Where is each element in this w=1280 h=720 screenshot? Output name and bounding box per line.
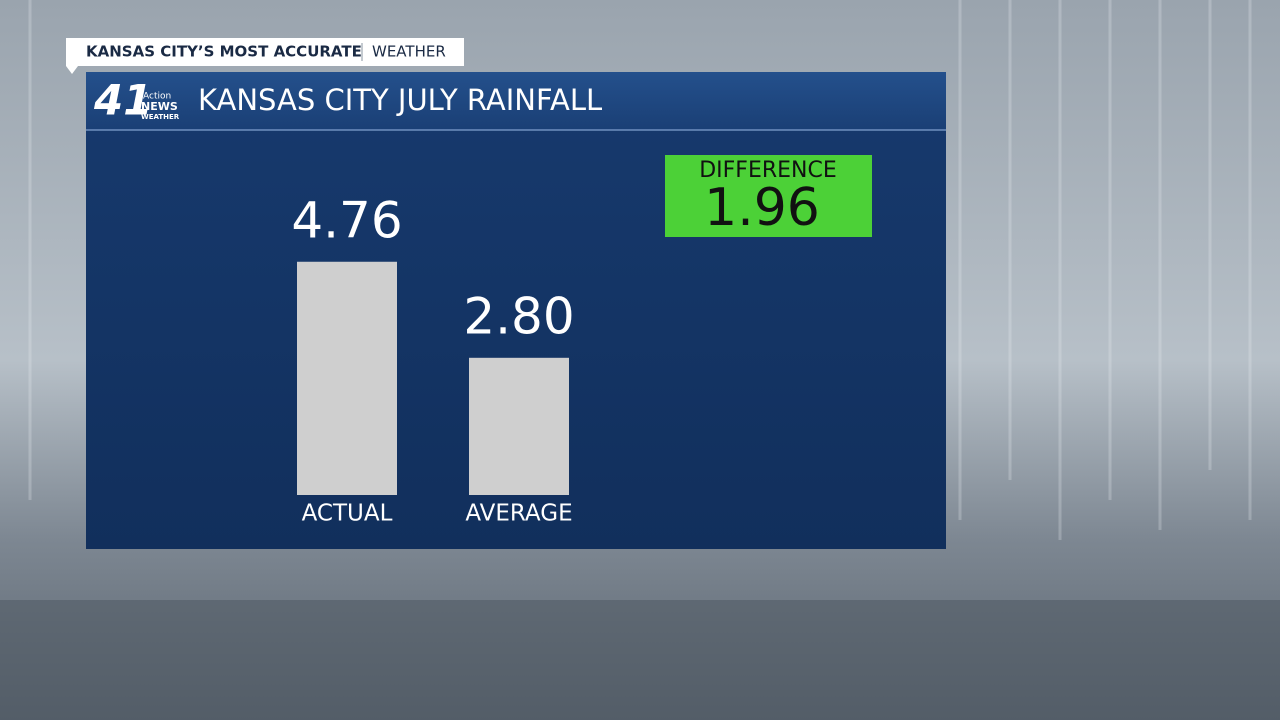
- logo-brand-bottom: NEWS: [141, 100, 178, 113]
- header-section: WEATHER: [372, 43, 446, 61]
- header-tagline: KANSAS CITY’S MOST ACCURATE: [86, 43, 362, 61]
- logo-number: 41: [93, 76, 152, 125]
- value-label: 2.80: [463, 287, 574, 345]
- header-tab: [66, 38, 464, 66]
- ground: [0, 600, 1280, 720]
- panel-header: [86, 72, 946, 130]
- x-tick-label: AVERAGE: [465, 501, 572, 527]
- difference-label: DIFFERENCE: [699, 158, 837, 183]
- difference-value: 1.96: [704, 178, 820, 238]
- bar: [469, 357, 569, 495]
- chart-title: KANSAS CITY JULY RAINFALL: [198, 83, 602, 117]
- difference-box: [665, 155, 872, 237]
- rain-streaks: [28, 0, 1252, 540]
- value-label: 4.76: [291, 191, 402, 249]
- logo-brand-sub: WEATHER: [141, 113, 180, 121]
- x-tick-label: ACTUAL: [302, 501, 393, 527]
- bar: [297, 261, 397, 495]
- logo-brand-top: Action: [143, 92, 171, 102]
- header-tab-tip: [66, 66, 78, 74]
